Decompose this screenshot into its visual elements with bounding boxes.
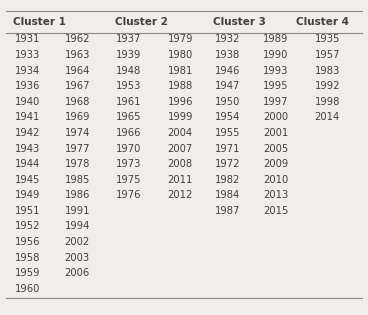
Text: 1934: 1934 bbox=[15, 66, 40, 76]
Text: 2000: 2000 bbox=[263, 112, 288, 122]
Text: 1983: 1983 bbox=[315, 66, 340, 76]
Text: 1950: 1950 bbox=[215, 97, 241, 107]
Text: 2010: 2010 bbox=[263, 175, 289, 185]
Text: Cluster 1: Cluster 1 bbox=[13, 17, 66, 27]
Text: 1982: 1982 bbox=[215, 175, 241, 185]
Text: 1978: 1978 bbox=[64, 159, 90, 169]
Text: 1999: 1999 bbox=[167, 112, 193, 122]
Text: 1976: 1976 bbox=[116, 190, 141, 200]
Text: 1985: 1985 bbox=[64, 175, 90, 185]
Text: 1980: 1980 bbox=[167, 50, 193, 60]
Text: 1964: 1964 bbox=[64, 66, 90, 76]
Text: 1988: 1988 bbox=[167, 81, 193, 91]
Text: 1947: 1947 bbox=[215, 81, 241, 91]
Text: 1997: 1997 bbox=[263, 97, 289, 107]
Text: Cluster 4: Cluster 4 bbox=[296, 17, 348, 27]
Text: 2013: 2013 bbox=[263, 190, 289, 200]
Text: 1945: 1945 bbox=[15, 175, 40, 185]
Text: 1941: 1941 bbox=[15, 112, 40, 122]
Text: 1933: 1933 bbox=[15, 50, 40, 60]
Text: 1965: 1965 bbox=[116, 112, 141, 122]
Text: 2005: 2005 bbox=[263, 144, 289, 153]
Text: 1993: 1993 bbox=[263, 66, 289, 76]
Text: 2008: 2008 bbox=[167, 159, 192, 169]
Text: 1998: 1998 bbox=[315, 97, 340, 107]
Text: 2015: 2015 bbox=[263, 206, 289, 216]
Text: 1957: 1957 bbox=[315, 50, 340, 60]
Text: 1952: 1952 bbox=[15, 221, 40, 232]
Text: 2007: 2007 bbox=[167, 144, 193, 153]
Text: 1990: 1990 bbox=[263, 50, 289, 60]
Text: 1972: 1972 bbox=[215, 159, 241, 169]
Text: Cluster 3: Cluster 3 bbox=[213, 17, 266, 27]
Text: 1984: 1984 bbox=[215, 190, 241, 200]
Text: Cluster 2: Cluster 2 bbox=[115, 17, 168, 27]
Text: 1956: 1956 bbox=[15, 237, 40, 247]
Text: 1955: 1955 bbox=[215, 128, 241, 138]
Text: 1966: 1966 bbox=[116, 128, 141, 138]
Text: 1931: 1931 bbox=[15, 34, 40, 44]
Text: 1970: 1970 bbox=[116, 144, 141, 153]
Text: 1939: 1939 bbox=[116, 50, 141, 60]
Text: 1936: 1936 bbox=[15, 81, 40, 91]
Text: 1975: 1975 bbox=[116, 175, 141, 185]
Text: 1987: 1987 bbox=[215, 206, 241, 216]
Text: 1992: 1992 bbox=[315, 81, 340, 91]
Text: 1969: 1969 bbox=[64, 112, 90, 122]
Text: 2002: 2002 bbox=[64, 237, 90, 247]
Text: 1949: 1949 bbox=[15, 190, 40, 200]
Text: 1954: 1954 bbox=[215, 112, 241, 122]
Text: 1974: 1974 bbox=[64, 128, 90, 138]
Text: 1963: 1963 bbox=[64, 50, 90, 60]
Text: 1940: 1940 bbox=[15, 97, 40, 107]
Text: 1946: 1946 bbox=[215, 66, 241, 76]
Text: 1951: 1951 bbox=[15, 206, 40, 216]
Text: 1937: 1937 bbox=[116, 34, 141, 44]
Text: 2003: 2003 bbox=[64, 253, 89, 263]
Text: 2004: 2004 bbox=[167, 128, 192, 138]
Text: 1958: 1958 bbox=[15, 253, 40, 263]
Text: 1971: 1971 bbox=[215, 144, 241, 153]
Text: 1935: 1935 bbox=[315, 34, 340, 44]
Text: 1989: 1989 bbox=[263, 34, 289, 44]
Text: 1944: 1944 bbox=[15, 159, 40, 169]
Text: 1960: 1960 bbox=[15, 284, 40, 294]
Text: 1967: 1967 bbox=[64, 81, 90, 91]
Text: 2011: 2011 bbox=[167, 175, 193, 185]
Text: 1942: 1942 bbox=[15, 128, 40, 138]
Text: 2006: 2006 bbox=[64, 268, 90, 278]
Text: 1996: 1996 bbox=[167, 97, 193, 107]
Text: 1995: 1995 bbox=[263, 81, 289, 91]
Text: 1953: 1953 bbox=[116, 81, 141, 91]
Text: 1968: 1968 bbox=[64, 97, 90, 107]
Text: 2014: 2014 bbox=[315, 112, 340, 122]
Text: 1986: 1986 bbox=[64, 190, 90, 200]
Text: 1932: 1932 bbox=[215, 34, 241, 44]
Text: 1977: 1977 bbox=[64, 144, 90, 153]
Text: 1991: 1991 bbox=[64, 206, 90, 216]
Text: 1962: 1962 bbox=[64, 34, 90, 44]
Text: 1979: 1979 bbox=[167, 34, 193, 44]
Text: 1973: 1973 bbox=[116, 159, 141, 169]
Text: 1961: 1961 bbox=[116, 97, 141, 107]
Text: 1994: 1994 bbox=[64, 221, 90, 232]
Text: 1938: 1938 bbox=[215, 50, 241, 60]
Text: 1959: 1959 bbox=[15, 268, 40, 278]
Text: 1981: 1981 bbox=[167, 66, 193, 76]
Text: 2012: 2012 bbox=[167, 190, 193, 200]
Text: 1943: 1943 bbox=[15, 144, 40, 153]
Text: 2001: 2001 bbox=[263, 128, 289, 138]
Text: 2009: 2009 bbox=[263, 159, 289, 169]
Text: 1948: 1948 bbox=[116, 66, 141, 76]
